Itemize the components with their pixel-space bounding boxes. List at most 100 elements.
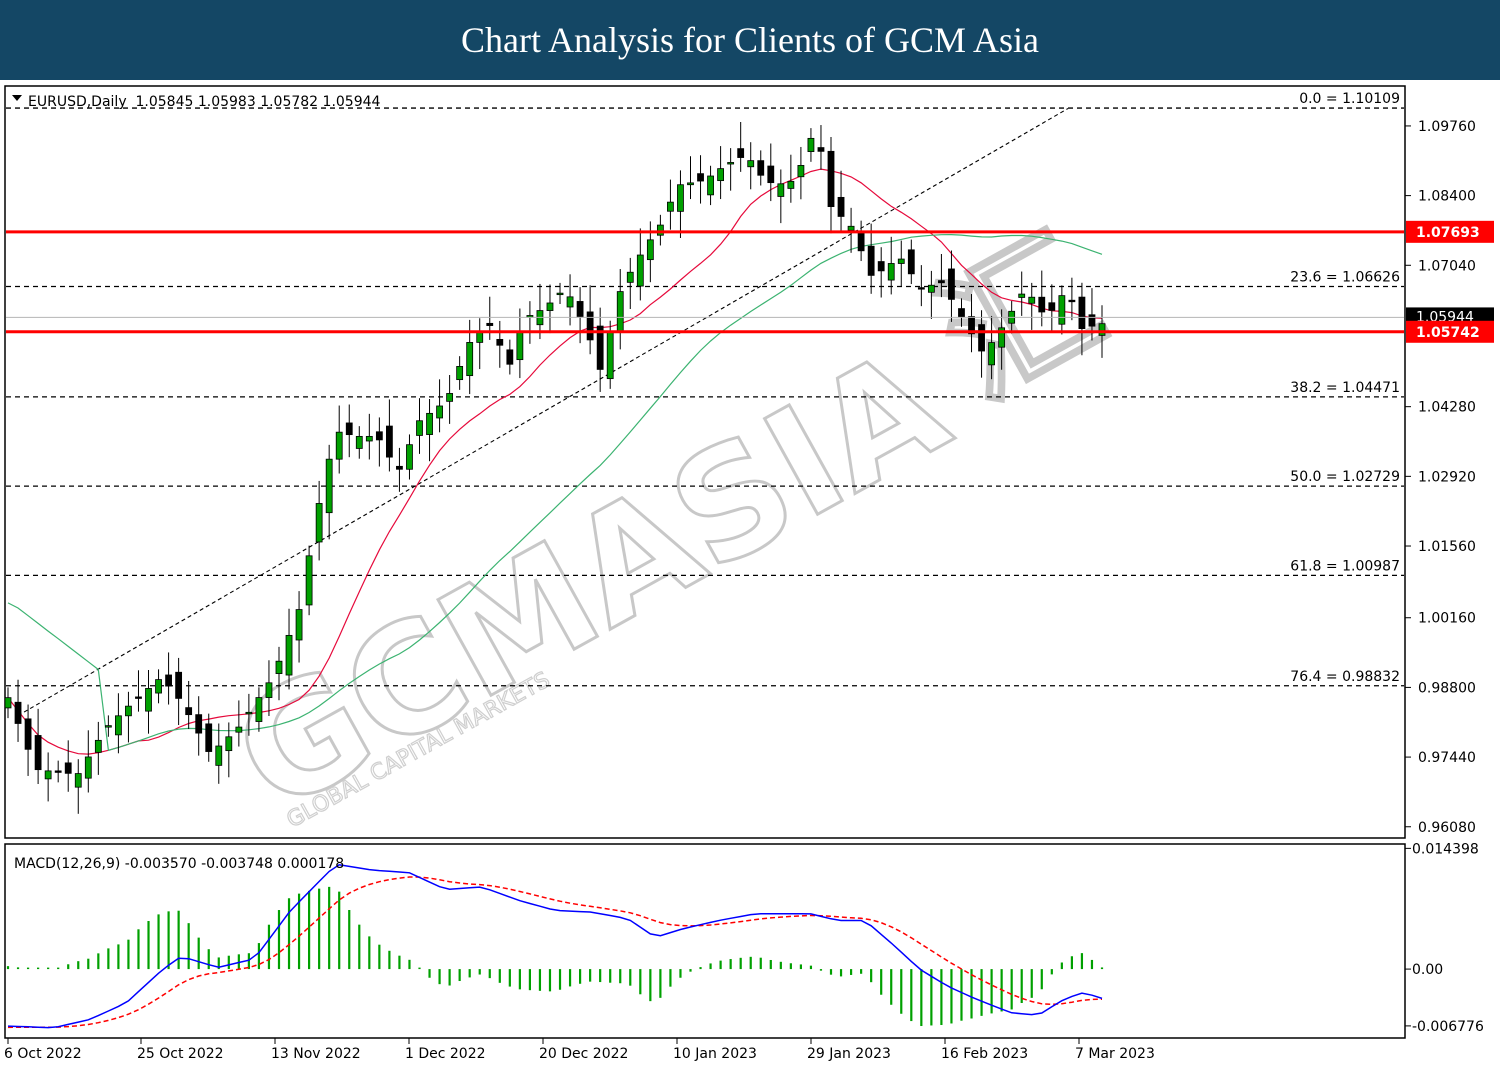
candle-body xyxy=(476,332,484,343)
candle-body xyxy=(1058,295,1066,325)
candle-body xyxy=(456,366,464,381)
y-tick-label: 1.07040 xyxy=(1418,258,1476,274)
candle-body xyxy=(165,674,172,687)
candle-body xyxy=(797,165,805,178)
support-tag xyxy=(1406,320,1494,343)
candle-body xyxy=(84,756,92,779)
trend-line-dashed xyxy=(17,108,1069,717)
candle-body xyxy=(44,770,52,780)
candle-body xyxy=(877,261,885,272)
candle-body xyxy=(687,182,694,186)
candle-body xyxy=(94,739,102,753)
candle-body xyxy=(596,325,604,370)
x-tick-label: 25 Oct 2022 xyxy=(137,1046,224,1062)
candle-body xyxy=(74,773,82,788)
candle-body xyxy=(998,327,1006,348)
fib-label-3: 50.0 = 1.02729 xyxy=(1290,469,1400,485)
candle-body xyxy=(295,609,303,641)
candle-body xyxy=(265,682,273,698)
candle-body xyxy=(817,147,825,152)
candle-body xyxy=(677,184,684,212)
candle-body xyxy=(486,322,494,326)
candle-body xyxy=(978,324,985,352)
macd-signal-line xyxy=(7,876,1103,1029)
fib-label-2: 38.2 = 1.04471 xyxy=(1290,380,1400,396)
candle-body xyxy=(606,330,614,380)
candle-body xyxy=(667,201,674,212)
candle-body xyxy=(576,301,584,317)
y-tick-label: 1.04280 xyxy=(1418,400,1476,416)
candle-body xyxy=(275,660,283,674)
fib-label-0: 0.0 = 1.10109 xyxy=(1299,91,1400,107)
candle-body xyxy=(1088,314,1096,327)
candles xyxy=(4,121,1106,814)
candle-body xyxy=(927,284,935,293)
y-tick-label: 1.08400 xyxy=(1418,189,1476,205)
candle-body xyxy=(867,245,875,276)
candle-body xyxy=(907,249,915,275)
x-tick-label: 10 Jan 2023 xyxy=(673,1046,757,1062)
candle-body xyxy=(827,150,835,208)
candle-body xyxy=(426,412,433,435)
candle-body xyxy=(24,718,32,750)
candle-body xyxy=(135,696,142,699)
candle-body xyxy=(646,239,654,261)
trend-line xyxy=(17,108,1069,717)
x-tick-label: 6 Oct 2022 xyxy=(4,1046,82,1062)
macd-y-tick-label: -0.006776 xyxy=(1412,1019,1484,1035)
macd-y-tick-label: 0.014398 xyxy=(1412,841,1479,857)
candle-body xyxy=(787,180,795,189)
candle-body xyxy=(375,431,383,441)
fib-label-5: 76.4 = 0.98832 xyxy=(1290,669,1400,685)
candle-body xyxy=(757,160,765,176)
candle-body xyxy=(345,422,353,436)
candle-body xyxy=(104,725,112,728)
y-tick-label: 1.00160 xyxy=(1418,611,1476,627)
candle-body xyxy=(305,555,313,606)
dropdown-triangle-icon[interactable] xyxy=(12,95,22,101)
candle-body xyxy=(145,688,152,712)
candle-body xyxy=(546,302,554,311)
candle-body xyxy=(225,736,233,752)
candle-body xyxy=(586,311,594,341)
macd-label: MACD(12,26,9) -0.003570 -0.003748 0.0001… xyxy=(14,856,344,872)
candle-body xyxy=(365,435,373,442)
candle-body xyxy=(115,715,122,736)
candle-body xyxy=(205,723,213,752)
candle-body xyxy=(1038,296,1046,313)
page-title: Chart Analysis for Clients of GCM Asia xyxy=(461,20,1039,60)
macd-indicator xyxy=(6,864,1104,1029)
candle-body xyxy=(215,745,223,766)
candle-body xyxy=(175,671,183,699)
candle-body xyxy=(355,435,363,449)
candle-body xyxy=(1078,296,1086,329)
axes: 1.09760 1.08400 1.07040 1.04280 1.02920 1.015… xyxy=(4,119,1494,1062)
x-tick-label: 20 Dec 2022 xyxy=(539,1046,628,1062)
candle-body xyxy=(516,330,524,361)
x-tick-label: 7 Mar 2023 xyxy=(1075,1046,1155,1062)
candle-body xyxy=(1068,299,1076,303)
macd-main-line xyxy=(7,864,1103,1029)
candle-body xyxy=(1018,293,1026,298)
candle-body xyxy=(4,697,12,709)
candle-body xyxy=(1048,302,1056,311)
fib-levels: 0.0 = 1.10109 23.6 = 1.06626 38.2 = 1.0447… xyxy=(6,91,1404,687)
support-tag-label: 1.05742 xyxy=(1416,325,1480,341)
ma-slow-line xyxy=(7,233,1103,752)
candle-body xyxy=(988,342,995,366)
candle-body xyxy=(897,258,905,264)
candle-body xyxy=(436,405,443,419)
support-resistance xyxy=(6,230,1404,334)
macd-y-tick-label: 0.00 xyxy=(1412,962,1443,978)
x-tick-label: 13 Nov 2022 xyxy=(271,1046,361,1062)
ma-fast-line xyxy=(7,168,1103,755)
candle-body xyxy=(727,162,735,165)
candle-body xyxy=(968,316,975,335)
price-panel xyxy=(4,85,1406,839)
fib-label-1: 23.6 = 1.06626 xyxy=(1290,269,1400,285)
moving-averages xyxy=(7,168,1103,755)
y-tick-label: 0.97440 xyxy=(1418,750,1476,766)
candle-body xyxy=(34,735,42,771)
y-tick-label: 1.02920 xyxy=(1418,469,1476,485)
macd-panel xyxy=(4,843,1406,1039)
